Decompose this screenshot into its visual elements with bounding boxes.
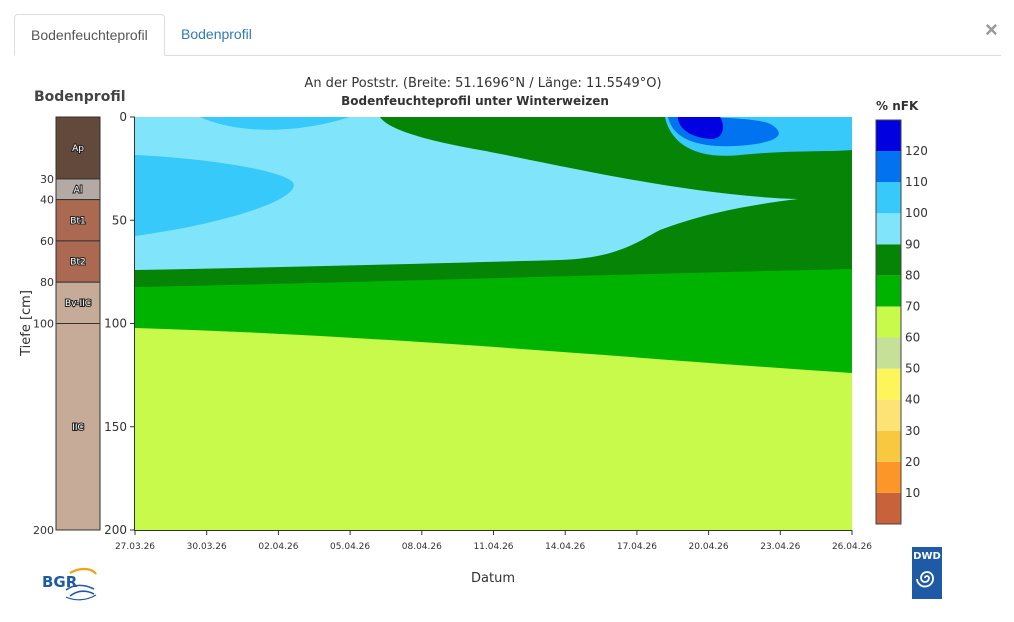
soil-depth-label: 30	[40, 173, 54, 186]
x-tick-label: 20.04.26	[689, 542, 729, 552]
dwd-spiral-icon	[916, 571, 934, 588]
dwd-logo-text: DWD	[913, 551, 941, 562]
x-tick-label: 27.03.26	[115, 542, 155, 552]
colorbar-frame	[875, 119, 902, 525]
x-tick-label: 23.04.26	[760, 542, 800, 552]
colorbar-band	[876, 120, 901, 152]
x-tick-label: 11.04.26	[473, 542, 513, 552]
colorbar-band	[876, 182, 901, 214]
tab-bar: Bodenfeuchteprofil Bodenprofil	[14, 14, 1001, 56]
band-80-90	[135, 117, 852, 287]
colorbar-band	[876, 399, 901, 431]
soil-profile-title: Bodenprofil	[34, 89, 126, 105]
bgr-logo-arc-icon	[69, 567, 97, 575]
colorbar-tick-label: 80	[905, 268, 920, 282]
colorbar-band	[876, 337, 901, 369]
soil-layer-label: Bt1	[70, 216, 85, 226]
soil-layer-label: Bt2	[70, 258, 85, 268]
x-tick-label: 17.04.26	[617, 542, 657, 552]
colorbar-band	[876, 275, 901, 307]
band-90-100	[135, 117, 798, 270]
soil-layer-bt1	[55, 199, 101, 242]
colorbar-band	[876, 151, 901, 183]
colorbar-tick-label: 90	[905, 237, 920, 251]
soil-layer-label: Ap	[72, 144, 84, 154]
x-tick-label: 26.04.26	[832, 542, 872, 552]
colorbar-tick-label: 40	[905, 393, 920, 407]
y-tick-label: 150	[104, 420, 127, 434]
x-tick-label: 05.04.26	[330, 542, 370, 552]
colorbar-tick-label: 60	[905, 331, 920, 345]
y-tick-label: 100	[104, 317, 127, 331]
x-tick-label: 30.03.26	[187, 542, 227, 552]
chart-subtitle: Bodenfeuchteprofil unter Winterweizen	[341, 94, 609, 108]
chart-title: An der Poststr. (Breite: 51.1696°N / Län…	[304, 76, 661, 91]
colorbar-title: % nFK	[876, 99, 919, 113]
x-tick-label: 14.04.26	[545, 542, 585, 552]
soil-profile-column: Ap Al Bt1 Bt2 Bv-IIC IIC 30 40 60 80 100 200	[33, 116, 101, 537]
soil-layer-bv-iic	[55, 281, 101, 325]
tab-bodenfeuchteprofil[interactable]: Bodenfeuchteprofil	[14, 14, 165, 56]
heatmap-area	[135, 117, 852, 530]
bgr-logo-waves-icon	[65, 584, 95, 597]
band-60-70	[135, 117, 852, 530]
y-tick-label: 0	[119, 110, 127, 124]
colorbar-band	[876, 368, 901, 400]
soil-depth-label: 200	[33, 524, 54, 537]
band-120-130	[678, 117, 723, 139]
y-tick-label: 200	[104, 523, 127, 537]
soil-layer-label: Al	[74, 185, 83, 195]
band-110-120	[668, 117, 779, 147]
soil-depth-label: 40	[40, 194, 54, 207]
colorbar-tick-label: 10	[905, 486, 920, 500]
x-tick-label: 08.04.26	[402, 542, 442, 552]
x-tick-label: 02.04.26	[258, 542, 298, 552]
soil-layer-label: IIC	[72, 423, 84, 433]
colorbar-tick-label: 50	[905, 362, 920, 376]
band-100-110-left	[135, 155, 294, 236]
band-80-90-top	[485, 117, 660, 157]
x-axis-ticks: 27.03.26 30.03.26 02.04.26 05.04.26 08.04.26…	[115, 530, 872, 552]
colorbar-tick-label: 100	[905, 206, 928, 220]
colorbar-tick-label: 20	[905, 455, 920, 469]
bgr-logo: BGR	[42, 567, 97, 601]
colorbar-band	[876, 213, 901, 245]
soil-layer-al	[55, 178, 101, 201]
close-icon[interactable]: ×	[985, 17, 998, 42]
bgr-logo-text: BGR	[42, 573, 78, 591]
colorbar-band	[876, 461, 901, 493]
colorbar-band	[876, 430, 901, 462]
colorbar-band	[876, 244, 901, 276]
colorbar-tick-label: 70	[905, 299, 920, 313]
y-axis-label: Tiefe [cm]	[19, 290, 34, 357]
y-tick-label: 50	[112, 213, 127, 227]
tab-bodenprofil[interactable]: Bodenprofil	[181, 26, 252, 42]
colorbar-tick-label: 110	[905, 175, 928, 189]
colorbar-tick-label: 30	[905, 424, 920, 438]
colorbar-band	[876, 492, 901, 524]
colorbar: 10 20 30 40 50 60 70 80 90 100 110 120	[875, 119, 928, 525]
soil-layer-bt2	[55, 240, 101, 283]
band-100-110-right	[665, 117, 852, 156]
dwd-logo: DWD	[912, 547, 942, 599]
y-axis-ticks: 0 50 100 150 200	[104, 110, 135, 537]
soil-layer-ap	[55, 116, 101, 180]
soil-layer-iic	[55, 323, 101, 531]
soil-layer-label: Bv-IIC	[65, 299, 91, 309]
band-70-80	[135, 117, 852, 373]
colorbar-tick-label: 120	[905, 144, 928, 158]
band-100-110-top	[200, 117, 350, 130]
x-axis-label: Datum	[471, 571, 515, 586]
soil-depth-label: 80	[40, 276, 54, 289]
soil-depth-label: 60	[40, 235, 54, 248]
colorbar-band	[876, 306, 901, 338]
soil-depth-label: 100	[33, 318, 54, 331]
